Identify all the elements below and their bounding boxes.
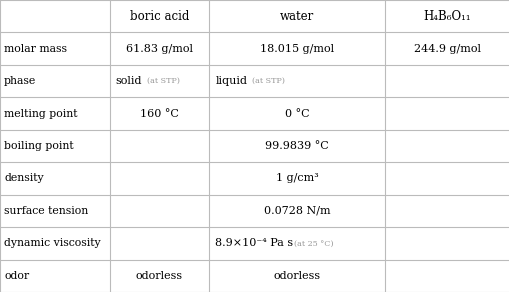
Text: density: density	[4, 173, 44, 183]
Text: water: water	[279, 10, 314, 23]
Text: phase: phase	[4, 76, 36, 86]
Text: (at STP): (at STP)	[147, 77, 180, 85]
Text: 18.015 g/mol: 18.015 g/mol	[260, 44, 333, 54]
Text: surface tension: surface tension	[4, 206, 88, 216]
Text: liquid: liquid	[215, 76, 247, 86]
Text: boric acid: boric acid	[129, 10, 189, 23]
Text: dynamic viscosity: dynamic viscosity	[4, 238, 100, 248]
Text: melting point: melting point	[4, 109, 77, 119]
Text: (at STP): (at STP)	[251, 77, 285, 85]
Text: odorless: odorless	[135, 271, 183, 281]
Text: odorless: odorless	[273, 271, 320, 281]
Text: 61.83 g/mol: 61.83 g/mol	[126, 44, 192, 54]
Text: 0 °C: 0 °C	[284, 109, 309, 119]
Text: odor: odor	[4, 271, 29, 281]
Text: 244.9 g/mol: 244.9 g/mol	[413, 44, 480, 54]
Text: 160 °C: 160 °C	[139, 109, 179, 119]
Text: H₄B₆O₁₁: H₄B₆O₁₁	[423, 10, 470, 23]
Text: 0.0728 N/m: 0.0728 N/m	[263, 206, 330, 216]
Text: (at 25 °C): (at 25 °C)	[294, 239, 333, 247]
Text: 1 g/cm³: 1 g/cm³	[275, 173, 318, 183]
Text: boiling point: boiling point	[4, 141, 74, 151]
Text: molar mass: molar mass	[4, 44, 67, 54]
Text: 99.9839 °C: 99.9839 °C	[265, 141, 328, 151]
Text: 8.9×10⁻⁴ Pa s: 8.9×10⁻⁴ Pa s	[215, 238, 293, 248]
Text: solid: solid	[116, 76, 142, 86]
